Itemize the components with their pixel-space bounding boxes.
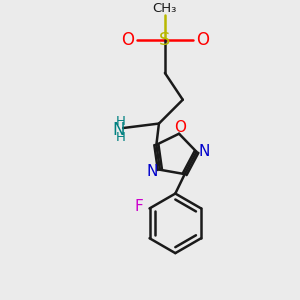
Text: H: H — [116, 131, 126, 144]
Text: N: N — [147, 164, 158, 179]
Text: O: O — [175, 120, 187, 135]
Text: N: N — [112, 121, 125, 139]
Text: N: N — [198, 144, 210, 159]
Text: F: F — [135, 200, 143, 214]
Text: S: S — [159, 31, 171, 49]
Text: O: O — [121, 31, 134, 49]
Text: CH₃: CH₃ — [153, 2, 177, 15]
Text: H: H — [116, 115, 126, 128]
Text: O: O — [196, 31, 208, 49]
